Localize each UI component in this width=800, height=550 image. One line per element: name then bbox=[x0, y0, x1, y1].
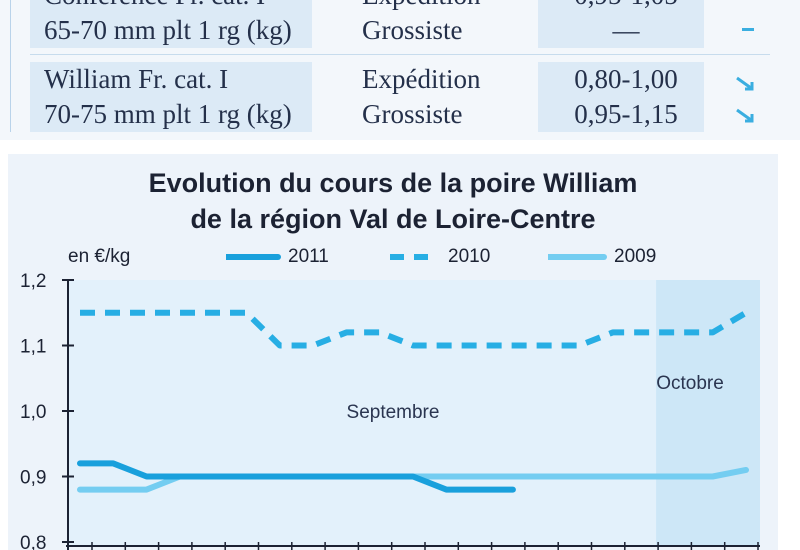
stade-expedition: Expédition bbox=[362, 0, 480, 13]
product-cell bbox=[30, 0, 312, 48]
table-row: William Fr. cat. I 70-75 mm plt 1 rg (kg… bbox=[0, 62, 800, 132]
october-band bbox=[656, 280, 760, 546]
table-left-rule bbox=[10, 0, 11, 132]
legend-label-2011: 2011 bbox=[288, 246, 329, 267]
legend-item-2010: 2010 bbox=[388, 246, 490, 270]
price-cell bbox=[538, 0, 704, 48]
series-line-2010 bbox=[80, 309, 748, 349]
legend-label-2010: 2010 bbox=[448, 246, 491, 267]
legend-item-2011: 2011 bbox=[223, 246, 329, 270]
product-name: William Fr. cat. I bbox=[44, 64, 229, 94]
stade-grossiste: Grossiste bbox=[362, 99, 463, 129]
y-tick-label: 1,2 bbox=[20, 271, 46, 292]
dash-icon bbox=[742, 28, 754, 31]
period-label-september: Septembre bbox=[347, 402, 440, 423]
legend-swatch-2011 bbox=[223, 254, 281, 260]
legend-item-2009: 2009 bbox=[545, 246, 656, 270]
period-label-october: Octobre bbox=[656, 373, 724, 394]
y-tick-label: 1,1 bbox=[20, 337, 46, 358]
product-size: 70-75 mm plt 1 rg (kg) bbox=[44, 99, 292, 129]
row-divider bbox=[30, 54, 770, 55]
plot-area bbox=[68, 280, 760, 546]
stade-expedition: Expédition bbox=[362, 64, 481, 94]
legend-swatch-2010 bbox=[390, 254, 438, 260]
price-expedition: 0,80-1,00 bbox=[574, 64, 678, 94]
price-grossiste: 0,95-1,15 bbox=[574, 99, 678, 129]
y-tick-label: 1,0 bbox=[20, 402, 46, 423]
legend-swatch-2009 bbox=[545, 254, 607, 260]
y-axis-unit: en €/kg bbox=[68, 246, 131, 267]
y-tick-label: 0,8 bbox=[20, 533, 46, 550]
product-cell bbox=[30, 62, 312, 132]
table-row: Conférence Fr. cat. I 65-70 mm plt 1 rg … bbox=[0, 0, 800, 48]
legend-label-2009: 2009 bbox=[614, 246, 657, 267]
arrow-down-right-icon bbox=[736, 76, 754, 91]
chart-title-line2: de la région Val de Loire-Centre bbox=[190, 204, 596, 234]
arrow-down-right-icon bbox=[736, 108, 754, 123]
product-size: 65-70 mm plt 1 rg (kg) bbox=[44, 15, 292, 45]
price-expedition: 0,95-1,05 bbox=[556, 0, 696, 13]
product-name: Conférence Fr. cat. I bbox=[44, 0, 265, 13]
chart-title-line1: Evolution du cours de la poire William bbox=[148, 168, 638, 198]
stade-grossiste: Grossiste bbox=[362, 15, 463, 45]
price-table: Conférence Fr. cat. I 65-70 mm plt 1 rg … bbox=[0, 0, 800, 140]
y-tick-label: 0,9 bbox=[20, 468, 46, 489]
price-cell bbox=[538, 62, 704, 132]
series-line-2011 bbox=[77, 460, 516, 493]
price-grossiste: — bbox=[612, 15, 640, 45]
